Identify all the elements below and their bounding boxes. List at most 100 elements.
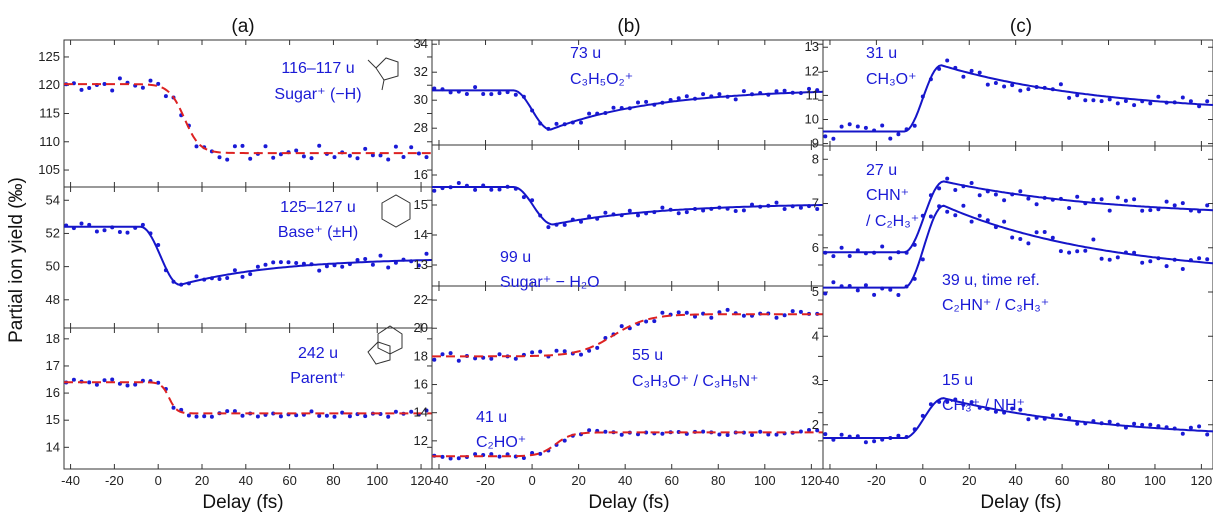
data-point	[340, 410, 345, 415]
data-point	[513, 356, 518, 361]
panel-frame	[63, 186, 433, 329]
data-point	[424, 251, 429, 256]
data-point	[171, 405, 176, 410]
data-point	[240, 413, 245, 418]
data-point	[888, 287, 893, 292]
data-point	[497, 352, 502, 357]
data-point	[1164, 199, 1169, 204]
data-point	[1026, 417, 1031, 422]
data-point	[1083, 248, 1088, 253]
data-point	[985, 82, 990, 87]
data-point	[1148, 208, 1153, 213]
data-point	[473, 85, 478, 90]
annotation-a2-0: 125–127 u	[280, 199, 356, 216]
data-point	[823, 134, 828, 139]
data-point	[1123, 198, 1128, 203]
annotation-c1-0: 31 u	[866, 45, 897, 62]
y-tick-label: 120	[38, 77, 60, 92]
data-point	[652, 319, 657, 324]
data-point	[363, 414, 368, 419]
data-point	[125, 230, 130, 235]
panel-frame	[431, 144, 824, 287]
data-point	[684, 310, 689, 315]
data-point	[1132, 103, 1137, 108]
data-point	[163, 94, 168, 99]
data-point	[440, 352, 445, 357]
y-tick-label: 13	[414, 257, 428, 272]
data-point	[102, 82, 107, 86]
y-tick-label: 22	[414, 292, 428, 307]
data-point	[363, 146, 368, 151]
data-point	[684, 94, 689, 99]
fit-curve-27-u	[823, 180, 1213, 254]
data-point	[977, 193, 982, 198]
data-point	[401, 155, 406, 159]
data-point	[888, 256, 893, 261]
data-point	[133, 382, 138, 387]
data-point	[521, 456, 526, 460]
annotation-b3-0: 55 u	[632, 347, 663, 364]
fit-curve-31-u	[823, 64, 1213, 133]
data-point	[271, 260, 276, 265]
data-point	[839, 432, 844, 437]
x-tick-label: 40	[1008, 473, 1022, 488]
data-point	[1115, 101, 1120, 106]
data-point	[977, 213, 982, 218]
data-point	[546, 225, 551, 230]
x-tick-label: -20	[476, 473, 495, 488]
data-point	[489, 452, 494, 457]
data-point	[815, 428, 820, 433]
data-point	[880, 244, 885, 249]
y-tick-label: 13	[805, 39, 819, 54]
data-point	[603, 429, 608, 434]
data-point	[521, 195, 526, 200]
y-tick-label: 14	[414, 405, 428, 420]
y-tick-label: 6	[812, 240, 819, 255]
data-point	[831, 280, 836, 285]
annotation-a1-1: Sugar⁺ (−H)	[274, 86, 361, 103]
data-point	[855, 124, 860, 129]
panel-b2: 13 14 15 16	[414, 144, 824, 287]
data-point	[409, 145, 414, 150]
y-tick-label: 50	[46, 259, 60, 274]
data-point	[953, 213, 958, 218]
data-point	[324, 264, 329, 269]
annotation-a3-1: Parent⁺	[290, 370, 346, 387]
data-point	[1115, 195, 1120, 200]
data-point	[684, 210, 689, 215]
deoxyribose-structure-icon	[367, 57, 399, 91]
x-tick-label: 20	[571, 473, 585, 488]
data-point	[782, 88, 787, 93]
y-tick-label: 16	[414, 167, 428, 182]
x-tick-label: 100	[1144, 473, 1166, 488]
data-point	[993, 409, 998, 414]
data-point	[378, 253, 383, 258]
data-point	[855, 288, 860, 293]
data-point	[1002, 198, 1007, 203]
data-point	[538, 451, 543, 456]
data-point	[1075, 249, 1080, 254]
data-point	[676, 310, 681, 315]
data-point	[693, 314, 697, 319]
data-point	[1018, 237, 1023, 241]
panel-a3: 14 15 16 17 18 -40 -20 0 20 40 60 80 100 120	[46, 327, 433, 488]
data-point	[953, 188, 958, 192]
data-point	[294, 148, 299, 153]
data-point	[815, 207, 820, 211]
data-point	[896, 132, 901, 137]
data-point	[1180, 431, 1185, 436]
fit-curve-73-u	[432, 89, 824, 131]
panel-c2: 2 3 4 5 6 7 8 -40 -20 0 20 40 60 80 100 120	[812, 145, 1213, 488]
data-point	[733, 209, 738, 213]
data-point	[1018, 407, 1023, 412]
data-point	[324, 413, 329, 418]
data-point	[286, 260, 291, 265]
annotation-c2-0: 27 u	[866, 162, 897, 179]
data-point	[1002, 219, 1007, 224]
data-point	[619, 324, 624, 329]
x-tick-label: 20	[195, 473, 209, 488]
data-point	[217, 155, 222, 160]
data-point	[733, 97, 738, 102]
data-point	[1099, 99, 1104, 104]
data-point	[774, 89, 779, 94]
